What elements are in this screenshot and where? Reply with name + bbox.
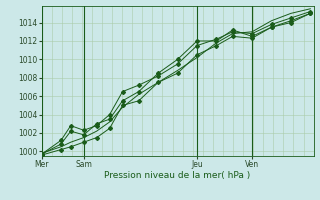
- X-axis label: Pression niveau de la mer( hPa ): Pression niveau de la mer( hPa ): [104, 171, 251, 180]
